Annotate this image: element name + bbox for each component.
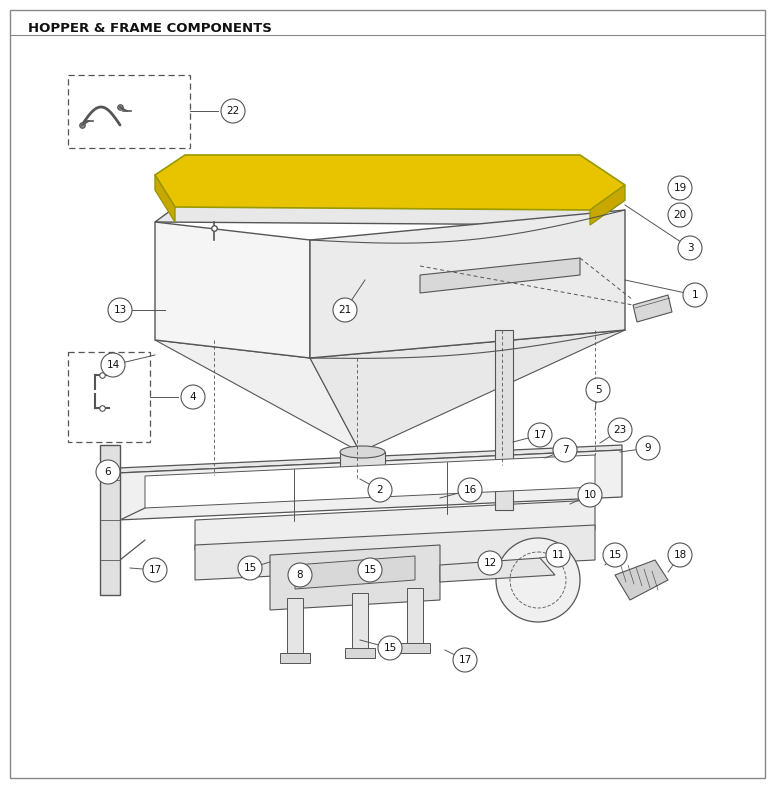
Text: 17: 17 bbox=[458, 655, 472, 665]
Polygon shape bbox=[352, 593, 368, 648]
Circle shape bbox=[496, 538, 580, 622]
Text: 23: 23 bbox=[613, 425, 627, 435]
Text: 2: 2 bbox=[377, 485, 384, 495]
Polygon shape bbox=[270, 545, 440, 610]
Circle shape bbox=[528, 423, 552, 447]
Polygon shape bbox=[287, 598, 303, 653]
Polygon shape bbox=[400, 643, 430, 653]
Circle shape bbox=[101, 353, 125, 377]
Polygon shape bbox=[155, 340, 360, 452]
Text: 7: 7 bbox=[562, 445, 568, 455]
Text: 3: 3 bbox=[687, 243, 694, 253]
Circle shape bbox=[678, 236, 702, 260]
Text: 11: 11 bbox=[551, 550, 565, 560]
Circle shape bbox=[453, 648, 477, 672]
Text: 15: 15 bbox=[243, 563, 257, 573]
Polygon shape bbox=[310, 210, 625, 358]
Text: 17: 17 bbox=[148, 565, 162, 575]
Circle shape bbox=[143, 558, 167, 582]
Polygon shape bbox=[155, 155, 625, 210]
Polygon shape bbox=[345, 648, 375, 658]
Circle shape bbox=[668, 176, 692, 200]
Circle shape bbox=[603, 543, 627, 567]
Circle shape bbox=[181, 385, 205, 409]
Text: 9: 9 bbox=[645, 443, 651, 453]
Circle shape bbox=[478, 551, 502, 575]
Circle shape bbox=[668, 203, 692, 227]
Polygon shape bbox=[633, 295, 672, 322]
Text: 6: 6 bbox=[105, 467, 112, 477]
Polygon shape bbox=[145, 455, 595, 508]
Ellipse shape bbox=[340, 446, 385, 458]
Circle shape bbox=[333, 298, 357, 322]
Text: 19: 19 bbox=[673, 183, 687, 193]
Text: 17: 17 bbox=[533, 430, 546, 440]
Circle shape bbox=[586, 378, 610, 402]
Polygon shape bbox=[440, 558, 555, 582]
Circle shape bbox=[378, 636, 402, 660]
Text: 1: 1 bbox=[691, 290, 698, 300]
Polygon shape bbox=[590, 185, 625, 225]
Text: 5: 5 bbox=[594, 385, 601, 395]
Polygon shape bbox=[295, 556, 415, 589]
Circle shape bbox=[96, 460, 120, 484]
Text: 20: 20 bbox=[673, 210, 687, 220]
Polygon shape bbox=[310, 330, 625, 452]
Polygon shape bbox=[340, 452, 385, 490]
Polygon shape bbox=[155, 222, 310, 358]
Polygon shape bbox=[420, 258, 580, 293]
Circle shape bbox=[458, 478, 482, 502]
Text: 13: 13 bbox=[113, 305, 126, 315]
Text: 4: 4 bbox=[190, 392, 196, 402]
Circle shape bbox=[221, 99, 245, 123]
Text: 10: 10 bbox=[584, 490, 597, 500]
Circle shape bbox=[578, 483, 602, 507]
Text: HOPPER & FRAME COMPONENTS: HOPPER & FRAME COMPONENTS bbox=[28, 22, 272, 35]
Circle shape bbox=[636, 436, 660, 460]
Polygon shape bbox=[118, 450, 622, 520]
Polygon shape bbox=[615, 560, 668, 600]
Circle shape bbox=[358, 558, 382, 582]
Circle shape bbox=[546, 543, 570, 567]
Text: 22: 22 bbox=[226, 106, 239, 116]
Circle shape bbox=[608, 418, 632, 442]
Polygon shape bbox=[155, 175, 175, 222]
Circle shape bbox=[108, 298, 132, 322]
Text: 15: 15 bbox=[384, 643, 397, 653]
Polygon shape bbox=[280, 653, 310, 663]
Text: 14: 14 bbox=[106, 360, 119, 370]
Polygon shape bbox=[155, 197, 625, 225]
Text: 21: 21 bbox=[339, 305, 352, 315]
Polygon shape bbox=[100, 445, 120, 595]
Polygon shape bbox=[118, 445, 622, 473]
Text: 16: 16 bbox=[463, 485, 477, 495]
Text: 15: 15 bbox=[363, 565, 377, 575]
Text: 15: 15 bbox=[608, 550, 622, 560]
Circle shape bbox=[683, 283, 707, 307]
Polygon shape bbox=[407, 588, 423, 643]
Polygon shape bbox=[195, 500, 595, 550]
Circle shape bbox=[668, 543, 692, 567]
Polygon shape bbox=[495, 330, 513, 510]
Text: 18: 18 bbox=[673, 550, 687, 560]
Circle shape bbox=[288, 563, 312, 587]
Circle shape bbox=[553, 438, 577, 462]
Text: 8: 8 bbox=[297, 570, 303, 580]
Circle shape bbox=[368, 478, 392, 502]
Text: 12: 12 bbox=[484, 558, 497, 568]
Circle shape bbox=[238, 556, 262, 580]
Polygon shape bbox=[195, 525, 595, 580]
